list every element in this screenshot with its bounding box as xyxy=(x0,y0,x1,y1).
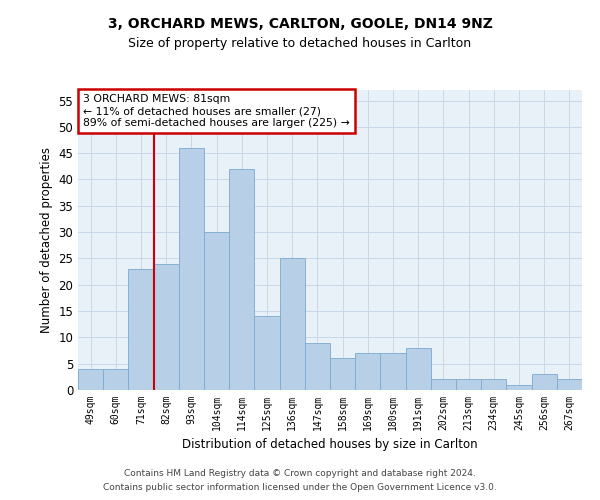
Bar xyxy=(128,269,154,390)
Bar xyxy=(254,316,280,390)
Text: Size of property relative to detached houses in Carlton: Size of property relative to detached ho… xyxy=(128,38,472,51)
Bar xyxy=(103,369,128,390)
Bar xyxy=(557,380,582,390)
Bar xyxy=(532,374,557,390)
Bar xyxy=(456,380,481,390)
Bar xyxy=(179,148,204,390)
Bar xyxy=(355,353,380,390)
Bar xyxy=(154,264,179,390)
Bar xyxy=(330,358,355,390)
Text: Contains public sector information licensed under the Open Government Licence v3: Contains public sector information licen… xyxy=(103,484,497,492)
Bar xyxy=(481,380,506,390)
Bar xyxy=(204,232,229,390)
Bar xyxy=(406,348,431,390)
Bar xyxy=(78,369,103,390)
Bar xyxy=(380,353,406,390)
Bar xyxy=(229,169,254,390)
Text: 3, ORCHARD MEWS, CARLTON, GOOLE, DN14 9NZ: 3, ORCHARD MEWS, CARLTON, GOOLE, DN14 9N… xyxy=(107,18,493,32)
Y-axis label: Number of detached properties: Number of detached properties xyxy=(40,147,53,333)
Bar xyxy=(506,384,532,390)
X-axis label: Distribution of detached houses by size in Carlton: Distribution of detached houses by size … xyxy=(182,438,478,452)
Bar xyxy=(280,258,305,390)
Text: Contains HM Land Registry data © Crown copyright and database right 2024.: Contains HM Land Registry data © Crown c… xyxy=(124,468,476,477)
Bar xyxy=(305,342,330,390)
Bar xyxy=(431,380,456,390)
Text: 3 ORCHARD MEWS: 81sqm
← 11% of detached houses are smaller (27)
89% of semi-deta: 3 ORCHARD MEWS: 81sqm ← 11% of detached … xyxy=(83,94,350,128)
